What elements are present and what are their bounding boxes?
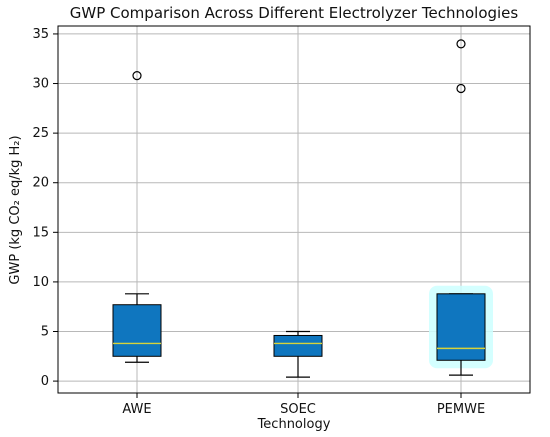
x-axis-label: Technology (257, 417, 331, 432)
chart-title: GWP Comparison Across Different Electrol… (70, 4, 519, 22)
tick-layer: 0 5 10 15 20 25 30 35 AWE SOEC PEMWE (32, 27, 485, 417)
x-tick-label: PEMWE (437, 402, 485, 417)
y-tick-label: 0 (41, 374, 49, 389)
y-tick-label: 35 (32, 27, 49, 42)
outlier-pemwe-0 (456, 39, 466, 49)
x-tick-label: SOEC (280, 402, 316, 417)
y-tick-label: 25 (32, 126, 49, 141)
box-awe (112, 304, 162, 357)
box-layer (112, 39, 493, 378)
plot-frame (57, 25, 531, 394)
y-tick-label: 30 (32, 77, 49, 92)
outlier-awe-0 (132, 70, 142, 81)
box-soec (273, 334, 323, 357)
x-tick-label: AWE (122, 402, 151, 417)
outlier-pemwe-1 (456, 83, 466, 94)
box-pemwe (436, 293, 486, 361)
y-tick-label: 5 (41, 325, 49, 340)
y-tick-label: 20 (32, 176, 49, 191)
y-axis-label: GWP (kg CO₂ eq/kg H₂) (8, 135, 23, 284)
y-tick-label: 10 (32, 275, 49, 290)
y-tick-label: 15 (32, 225, 49, 240)
